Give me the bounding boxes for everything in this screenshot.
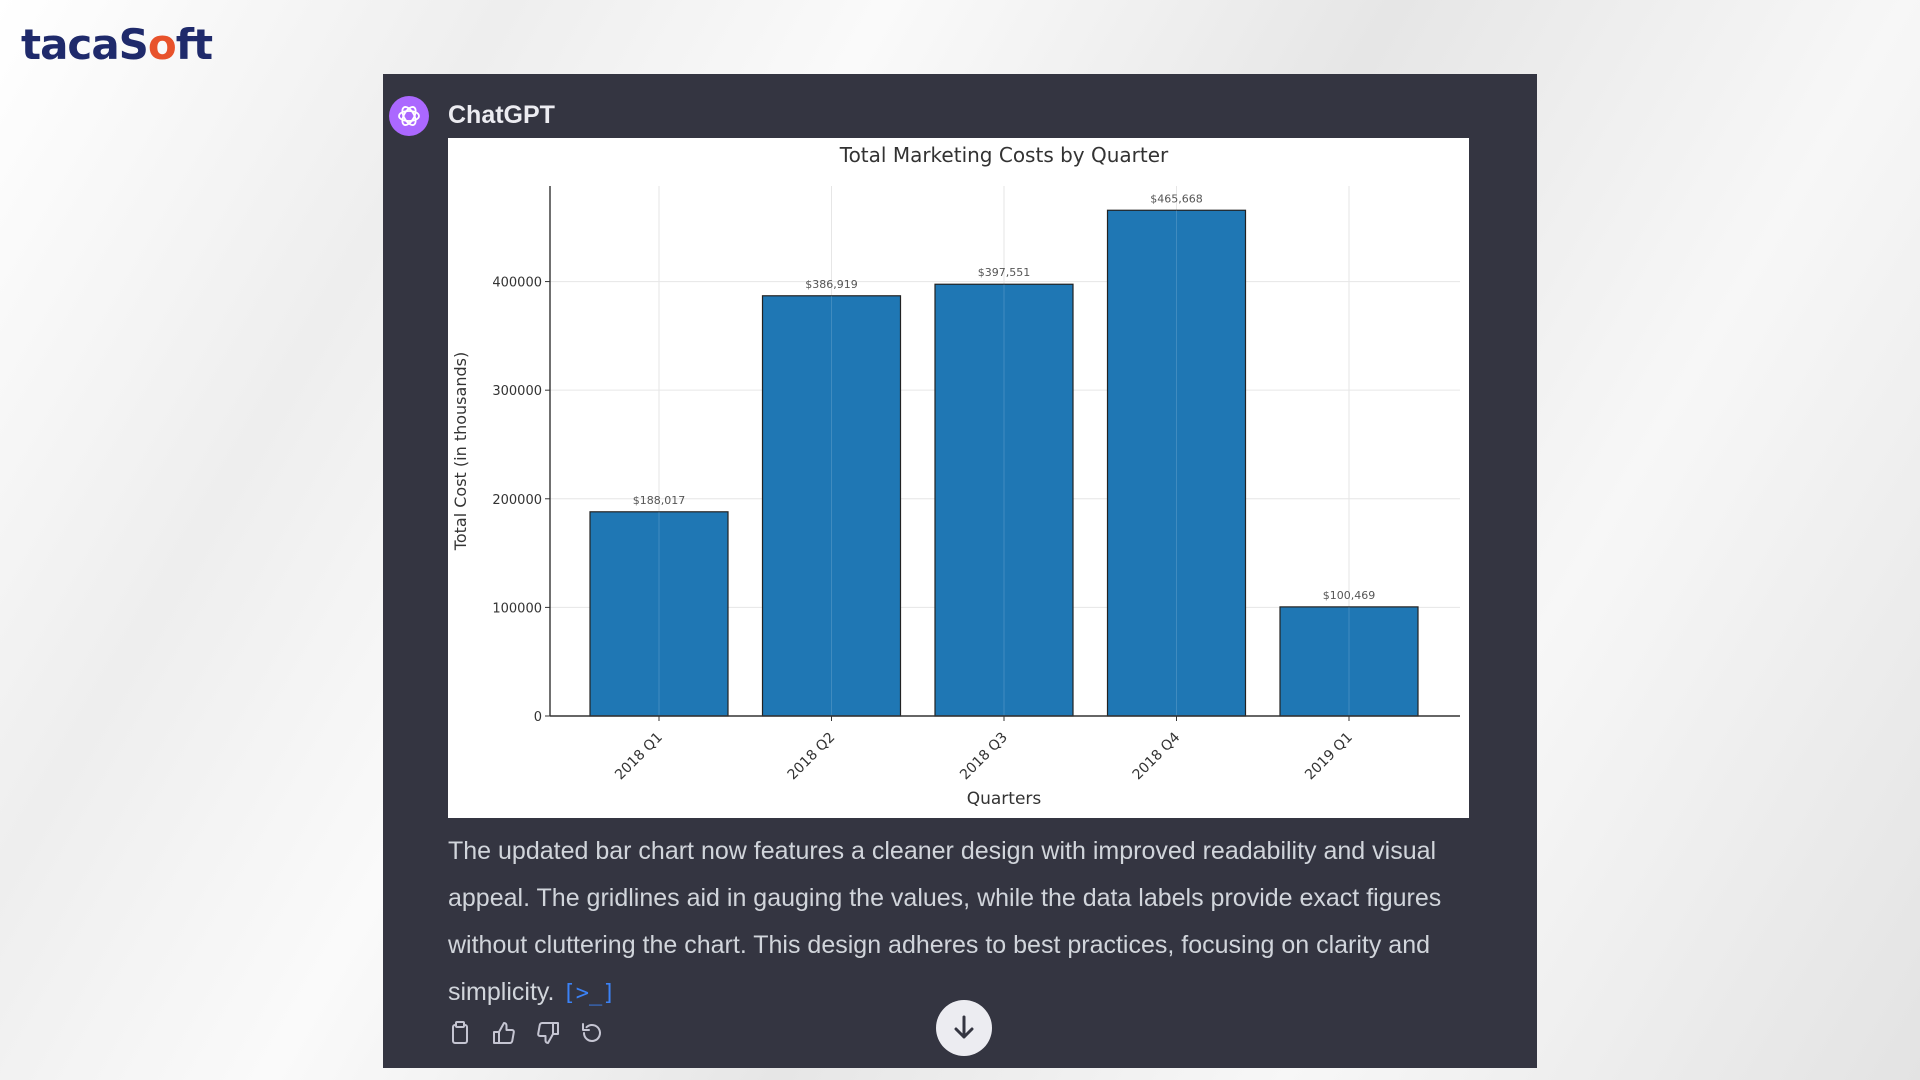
x-tick-label: 2018 Q2 [785, 730, 839, 784]
y-tick-label: 400000 [492, 276, 542, 291]
chart-title: Total Marketing Costs by Quarter [839, 143, 1169, 167]
data-label: $386,919 [805, 278, 858, 291]
data-label: $397,551 [978, 266, 1031, 279]
thumbs-down-button[interactable] [533, 1018, 563, 1048]
message-actions [445, 1018, 607, 1048]
y-tick-label: 200000 [492, 493, 542, 508]
view-code-link[interactable]: [>_] [562, 981, 616, 1006]
bar-2019-q1 [1279, 606, 1419, 717]
y-tick-label: 300000 [492, 384, 542, 399]
bar-2018-q3 [934, 283, 1074, 717]
chatgpt-avatar [389, 96, 429, 136]
arrow-down-icon [954, 1015, 974, 1039]
thumbs-up-icon [493, 1022, 515, 1044]
x-tick-label: 2018 Q3 [957, 730, 1011, 784]
bar-chart: Total Marketing Costs by Quarter 2018 Q1… [451, 143, 1460, 809]
y-tick-label: 100000 [492, 601, 542, 616]
chat-message-panel: ChatGPT Total Marketing Costs by Quarter… [383, 74, 1537, 1068]
bar-2018-q1 [589, 511, 729, 717]
message-text: The updated bar chart now features a cle… [448, 837, 1442, 1006]
tacasoft-logo: tacaSoft [21, 20, 213, 69]
x-tick-labels: 2018 Q1 2018 Q2 2018 Q3 2018 Q4 2019 Q1 [612, 716, 1356, 783]
sender-name: ChatGPT [448, 101, 555, 129]
y-tick-label: 0 [534, 710, 542, 725]
chart-bars [589, 209, 1419, 717]
data-label: $100,469 [1323, 589, 1376, 602]
data-label: $465,668 [1150, 192, 1203, 205]
thumbs-up-button[interactable] [489, 1018, 519, 1048]
regenerate-button[interactable] [577, 1018, 607, 1048]
regenerate-icon [582, 1023, 601, 1042]
x-tick-label: 2018 Q4 [1130, 729, 1184, 783]
x-axis-label: Quarters [967, 789, 1042, 809]
bar-chart-image: Total Marketing Costs by Quarter 2018 Q1… [448, 138, 1469, 818]
scroll-down-button[interactable] [936, 1000, 992, 1056]
y-tick-labels: 0 100000 200000 300000 400000 [492, 276, 550, 725]
bar-2018-q2 [761, 295, 902, 717]
copy-icon [452, 1021, 468, 1044]
x-tick-label: 2018 Q1 [612, 730, 666, 784]
assistant-message: The updated bar chart now features a cle… [448, 828, 1458, 1017]
data-labels: $188,017 $386,919 $397,551 $465,668 $100,469 [633, 192, 1376, 602]
data-label: $188,017 [633, 494, 686, 507]
x-tick-label: 2019 Q1 [1302, 730, 1356, 784]
openai-logo-icon [398, 106, 420, 126]
copy-button[interactable] [445, 1018, 475, 1048]
thumbs-down-icon [537, 1022, 559, 1044]
bar-2018-q4 [1106, 209, 1247, 717]
y-axis-label: Total Cost (in thousands) [451, 352, 470, 551]
